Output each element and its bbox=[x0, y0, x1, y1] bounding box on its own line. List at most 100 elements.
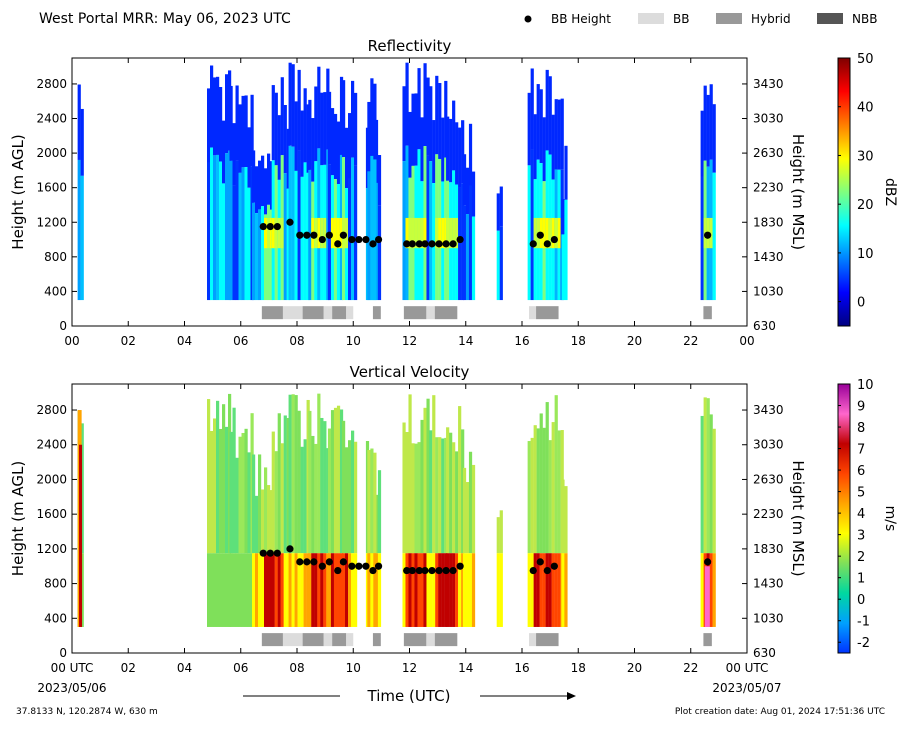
y2-tick-label: 2230 bbox=[753, 181, 784, 195]
field-column bbox=[288, 394, 292, 554]
field-column bbox=[207, 553, 211, 627]
x-tick-label: 20 bbox=[627, 334, 642, 348]
bright-band-layer bbox=[441, 217, 445, 249]
field-column bbox=[455, 122, 459, 185]
field-column bbox=[213, 418, 217, 554]
field-column bbox=[342, 80, 346, 158]
field-column bbox=[238, 553, 242, 627]
field-column bbox=[542, 427, 546, 554]
bright-band-layer bbox=[444, 217, 448, 249]
rain-layer bbox=[336, 553, 341, 627]
header-legend: BB Height BB Hybrid NBB bbox=[524, 12, 877, 26]
y2-tick-label: 3030 bbox=[753, 112, 784, 126]
field-column bbox=[225, 153, 229, 301]
rain-layer bbox=[294, 553, 298, 627]
rain-layer bbox=[317, 553, 321, 627]
bb-type-segment bbox=[426, 633, 435, 647]
bb-height-point bbox=[362, 562, 370, 570]
field-column bbox=[465, 482, 470, 554]
field-column bbox=[219, 428, 223, 554]
bb-type-segment bbox=[372, 633, 381, 647]
field-column bbox=[468, 451, 473, 554]
rain-layer bbox=[554, 553, 558, 627]
field-column bbox=[465, 167, 470, 215]
field-column bbox=[241, 432, 245, 554]
rain-layer bbox=[435, 553, 439, 627]
field-column bbox=[317, 393, 321, 554]
y-tick-label: 1200 bbox=[36, 215, 67, 229]
field-column bbox=[712, 428, 716, 554]
field-column bbox=[238, 172, 242, 301]
x-tick-label: 10 bbox=[346, 334, 361, 348]
bb-type-segment bbox=[302, 306, 324, 320]
field-column bbox=[314, 86, 318, 162]
field-column bbox=[306, 399, 310, 554]
bright-band-layer bbox=[417, 217, 421, 249]
field-column bbox=[351, 80, 355, 158]
field-column bbox=[354, 92, 358, 166]
field-column bbox=[225, 553, 229, 627]
field-column bbox=[274, 92, 278, 166]
field-column bbox=[297, 150, 301, 301]
rain-layer bbox=[527, 553, 531, 627]
bb-height-point bbox=[435, 566, 443, 575]
field-column bbox=[426, 77, 430, 156]
field-column bbox=[458, 127, 462, 188]
rain-layer bbox=[432, 553, 436, 627]
field-column bbox=[348, 440, 352, 554]
field-column bbox=[455, 451, 459, 554]
rain-layer bbox=[258, 553, 262, 627]
y-tick-label: 1600 bbox=[36, 181, 67, 195]
colorbar-tick-label: 0 bbox=[857, 593, 865, 608]
colorbar-tick-label: 30 bbox=[857, 149, 874, 164]
x-tick-label: 02 bbox=[121, 661, 136, 675]
x-tick-label: 02 bbox=[121, 334, 136, 348]
field-column bbox=[703, 397, 707, 554]
field-column bbox=[270, 490, 274, 554]
y-tick-label: 0 bbox=[59, 646, 67, 660]
rain-layer bbox=[311, 553, 315, 627]
field-column bbox=[216, 400, 220, 554]
field-column bbox=[554, 395, 558, 554]
rain-layer bbox=[499, 553, 503, 627]
bright-band-layer bbox=[446, 217, 450, 249]
rain-layer bbox=[342, 553, 346, 627]
rain-layer bbox=[373, 553, 377, 627]
field-column bbox=[280, 77, 284, 156]
field-column bbox=[377, 205, 382, 301]
field-column bbox=[345, 447, 349, 554]
field-column bbox=[80, 553, 84, 627]
colorbar-tick-label: 10 bbox=[857, 247, 874, 262]
y2-tick-label: 3430 bbox=[753, 77, 784, 91]
field-column bbox=[267, 485, 271, 554]
rain-layer bbox=[700, 553, 704, 627]
field-column bbox=[420, 419, 424, 554]
bright-band-layer bbox=[452, 217, 456, 249]
y-tick-label: 2400 bbox=[36, 112, 67, 126]
field-column bbox=[370, 78, 374, 156]
bb-height-point bbox=[303, 231, 311, 239]
field-column bbox=[267, 153, 271, 205]
bb-height-point bbox=[259, 222, 267, 231]
rain-layer bbox=[429, 553, 433, 627]
rain-layer bbox=[536, 553, 540, 627]
y2-tick-label: 1030 bbox=[753, 611, 784, 625]
field-column bbox=[423, 63, 427, 147]
field-column bbox=[216, 76, 220, 155]
colorbar-tick-label: 9 bbox=[857, 400, 865, 415]
rain-layer bbox=[420, 553, 424, 627]
bb-height-point bbox=[435, 240, 443, 248]
rain-layer bbox=[545, 553, 549, 627]
field-column bbox=[462, 205, 467, 301]
field-column bbox=[354, 441, 358, 554]
field-column bbox=[207, 399, 211, 554]
bb-height-point bbox=[543, 240, 551, 248]
rain-layer bbox=[533, 553, 537, 627]
bb-height-point bbox=[318, 235, 326, 244]
y-tick-label: 400 bbox=[44, 284, 67, 298]
rain-layer bbox=[405, 553, 409, 627]
field-column bbox=[252, 150, 256, 203]
colorbar bbox=[837, 383, 851, 654]
field-column bbox=[539, 413, 543, 554]
